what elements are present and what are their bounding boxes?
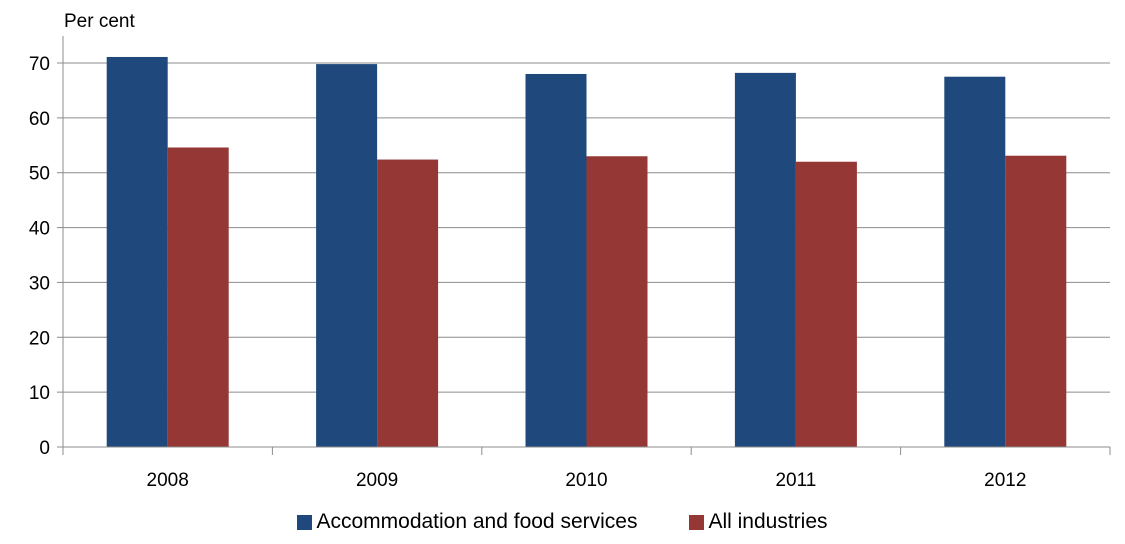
- bar-accommodation-2012: [944, 76, 1006, 447]
- x-tick-label-2010: 2010: [565, 470, 607, 491]
- legend-item-accommodation: Accommodation and food services: [297, 510, 637, 534]
- x-tick-label-2008: 2008: [147, 470, 189, 491]
- bar-all-industries-2011: [795, 161, 857, 447]
- y-tick-label: 50: [29, 164, 50, 185]
- y-tick-label: 20: [29, 328, 50, 349]
- x-tick-labels: 2008 2009 2010 2011 2012: [147, 470, 1027, 491]
- bar-all-industries-2010: [586, 156, 648, 447]
- bar-accommodation-2010: [525, 73, 587, 447]
- legend-label-accommodation: Accommodation and food services: [316, 510, 638, 533]
- x-tick-label-2009: 2009: [356, 470, 398, 491]
- y-tick-label: 70: [29, 54, 50, 75]
- y-tick-labels: 0 10 20 30 40 50 60 70: [29, 54, 50, 459]
- bar-accommodation-2009: [316, 64, 378, 448]
- y-tick-label: 60: [29, 109, 50, 130]
- bar-all-industries-2008: [167, 147, 229, 448]
- bar-all-industries-2012: [1005, 155, 1067, 448]
- axes: [57, 36, 1111, 455]
- x-tick-label-2012: 2012: [984, 470, 1026, 491]
- y-axis-label: Per cent: [64, 11, 135, 32]
- bar-accommodation-2011: [734, 72, 796, 448]
- legend-swatch-all-industries: [689, 514, 705, 530]
- y-tick-label: 40: [29, 219, 50, 240]
- y-tick-label: 30: [29, 273, 50, 294]
- legend-swatch-accommodation: [297, 514, 313, 530]
- bars: [106, 56, 1067, 448]
- y-tick-label: 10: [29, 383, 50, 404]
- x-tick-label-2011: 2011: [775, 470, 816, 491]
- bar-accommodation-2008: [106, 56, 168, 448]
- legend-item-all-industries: All industries: [689, 510, 828, 534]
- bar-chart: Per cent 0 10 20 30 40 50 60 70 2008 2009 2010 201…: [29, 11, 1111, 491]
- legend: Accommodation and food services All indu…: [0, 507, 1125, 537]
- legend-label-all-industries: All industries: [708, 510, 828, 533]
- y-tick-label: 0: [39, 438, 50, 459]
- bar-all-industries-2009: [377, 159, 439, 447]
